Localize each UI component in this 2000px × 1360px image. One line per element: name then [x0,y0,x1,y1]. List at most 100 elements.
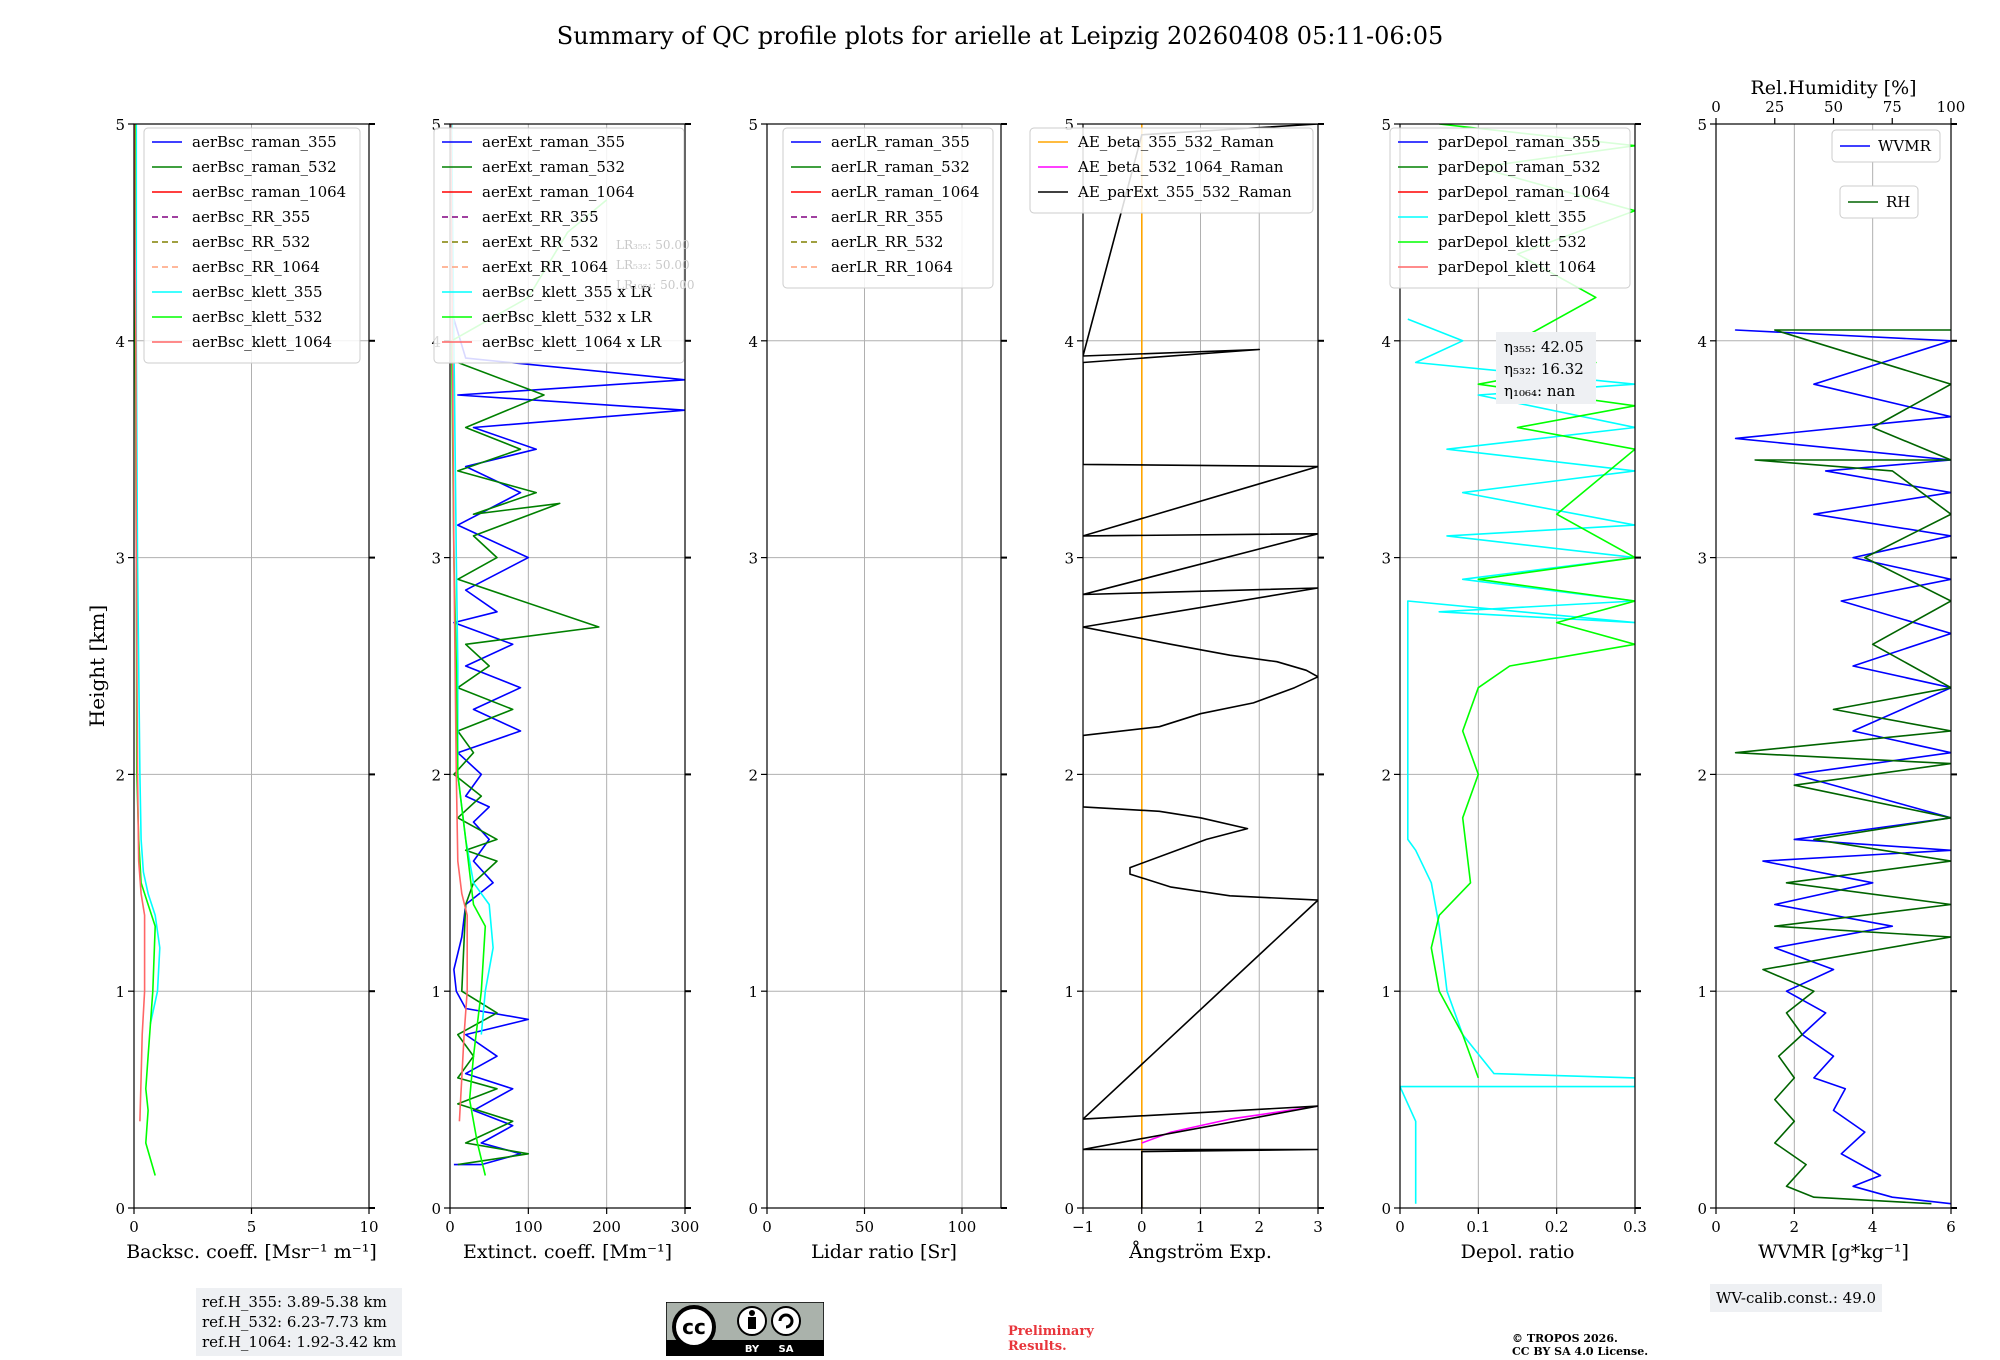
copyright-line-1: © TROPOS 2026. [1512,1332,1618,1345]
y-tick-label: 1 [1064,983,1074,1001]
eta-text: η₅₃₂: 16.32 [1504,360,1584,378]
lr-inset-text: LR₅₃₂: 50.00 [616,258,690,272]
y-tick-label: 0 [431,1200,441,1218]
panel-extinction: 0123450100200300Extinct. coeff. [Mm⁻¹]ae… [431,116,699,1263]
series-line-AE_parExt_355_532_Raman [1083,124,1318,1208]
legend: parDepol_raman_355 parDepol_raman_532 parD… [1389,127,1631,289]
y-tick-label: 1 [748,983,758,1001]
eta-box-bg [1496,332,1596,404]
y-tick-label: 2 [1064,766,1074,784]
copyright-note: © TROPOS 2026. CC BY SA 4.0 License. [1512,1332,1648,1358]
x-axis-label: Depol. ratio [1461,1241,1575,1263]
series-line-parDepol_klett_355 [1400,318,1635,1204]
cc-badge-text: cc [682,1315,706,1339]
ref-height-1064: ref.H_1064: 1.92-3.42 km [202,1333,397,1351]
x-axis-label: Ångström Exp. [1128,1241,1272,1263]
y-tick-label: 0 [1381,1200,1391,1218]
preliminary-note: Preliminary Results. [1008,1324,1094,1354]
legend-label: aerBsc_raman_1064 [192,183,346,201]
figure-title: Summary of QC profile plots for arielle … [556,22,1444,50]
lr-inset-text: LR₃₅₅: 50.00 [616,238,690,252]
y-tick-label: 0 [748,1200,758,1218]
legend-label: parDepol_raman_1064 [1438,183,1610,201]
legend-label: aerLR_RR_355 [831,208,943,226]
cc-badge-by: BY [745,1344,760,1355]
legend-label: aerBsc_klett_532 [192,308,323,326]
x-tick-label: 0 [1711,1218,1721,1236]
y-axis-label: Height [km] [85,605,109,727]
legend-box [143,127,361,364]
legend-label: WVMR [1878,137,1932,155]
legend-label: parDepol_klett_532 [1438,233,1587,251]
y-tick-label: 1 [1381,983,1391,1001]
legend-label: aerBsc_klett_532 x LR [482,308,653,326]
series-line-aerBsc_klett_1064 [134,124,146,1122]
y-tick-label: 3 [748,550,758,568]
legend-label: parDepol_klett_355 [1438,208,1587,226]
eta-box: η₃₅₅: 42.05 η₅₃₂: 16.32 η₁₀₆₄: nan [1496,332,1596,404]
legend: WVMR RH [1831,129,1941,219]
legend-label: AE_parExt_355_532_Raman [1077,183,1292,201]
legend-label: aerBsc_RR_1064 [192,258,320,276]
legend-label: AE_beta_532_1064_Raman [1077,158,1284,176]
legend-label: aerExt_raman_1064 [482,183,635,201]
y-tick-label: 2 [431,766,441,784]
y-tick-label: 3 [115,550,125,568]
legend-label: RH [1886,193,1910,211]
series-line-aerExt_raman_532 [453,361,600,1166]
y-tick-label: 5 [1381,116,1391,134]
legend-label: parDepol_raman_532 [1438,158,1601,176]
x-tick-label: 0 [129,1218,139,1236]
x-tick-label: 4 [1868,1218,1878,1236]
legend-label: aerBsc_RR_355 [192,208,310,226]
x-tick-label: 3 [1313,1218,1323,1236]
y-tick-label: 5 [1697,116,1707,134]
y-tick-label: 2 [115,766,125,784]
legend-label: AE_beta_355_532_Raman [1077,133,1274,151]
x-tick-label: 10 [359,1218,378,1236]
legend-label: aerExt_RR_532 [482,233,599,251]
legend-box [433,127,685,364]
x-tick-label: 0 [1395,1218,1405,1236]
x-tick-label: 50 [855,1218,874,1236]
x-tick-label: 2 [1254,1218,1264,1236]
top-x-tick-label: 50 [1824,98,1843,116]
legend: aerExt_raman_355 aerExt_raman_532 aerExt_r… [433,127,685,364]
panel-backscatter: 0 1 2 3 4 5 0 5 10 Backsc. coeff. [Msr⁻¹ m⁻¹] aerB… [115,116,378,1263]
top-x-tick-label: 25 [1765,98,1784,116]
y-tick-label: 5 [431,116,441,134]
legend-label: aerExt_RR_1064 [482,258,608,276]
preliminary-line-2: Results. [1008,1339,1067,1354]
series-line-WVMR [1734,329,1951,1205]
legend-label: aerExt_raman_355 [482,133,625,151]
y-tick-label: 0 [1697,1200,1707,1218]
ref-height-355: ref.H_355: 3.89-5.38 km [202,1293,387,1311]
top-x-tick-label: 75 [1883,98,1902,116]
copyright-line-2: CC BY SA 4.0 License. [1512,1345,1649,1358]
y-tick-label: 4 [1697,333,1707,351]
series-group [1734,329,1951,1205]
y-tick-label: 4 [1064,333,1074,351]
top-x-tick-label: 100 [1937,98,1966,116]
y-tick-label: 1 [115,983,125,1001]
legend-box [1389,127,1631,289]
legend-box [782,127,994,289]
x-tick-label: 0 [762,1218,772,1236]
y-tick-label: 1 [1697,983,1707,1001]
legend: aerLR_raman_355 aerLR_raman_532 aerLR_rama… [782,127,994,289]
eta-text: η₃₅₅: 42.05 [1504,338,1584,356]
eta-text: η₁₀₆₄: nan [1504,382,1575,400]
x-tick-label: 300 [671,1218,700,1236]
legend-label: aerBsc_klett_1064 x LR [482,333,662,351]
x-axis-label: Backsc. coeff. [Msr⁻¹ m⁻¹] [126,1241,377,1263]
legend-label: aerLR_raman_355 [831,133,970,151]
top-x-tick-label: 0 [1711,98,1721,116]
series-group [1083,124,1318,1208]
x-tick-label: 100 [948,1218,977,1236]
legend: aerBsc_raman_355 aerBsc_raman_532 aerBsc_r… [143,127,361,364]
x-axis-label: WVMR [g*kg⁻¹] [1758,1241,1909,1263]
legend-label: aerBsc_klett_355 x LR [482,283,653,301]
